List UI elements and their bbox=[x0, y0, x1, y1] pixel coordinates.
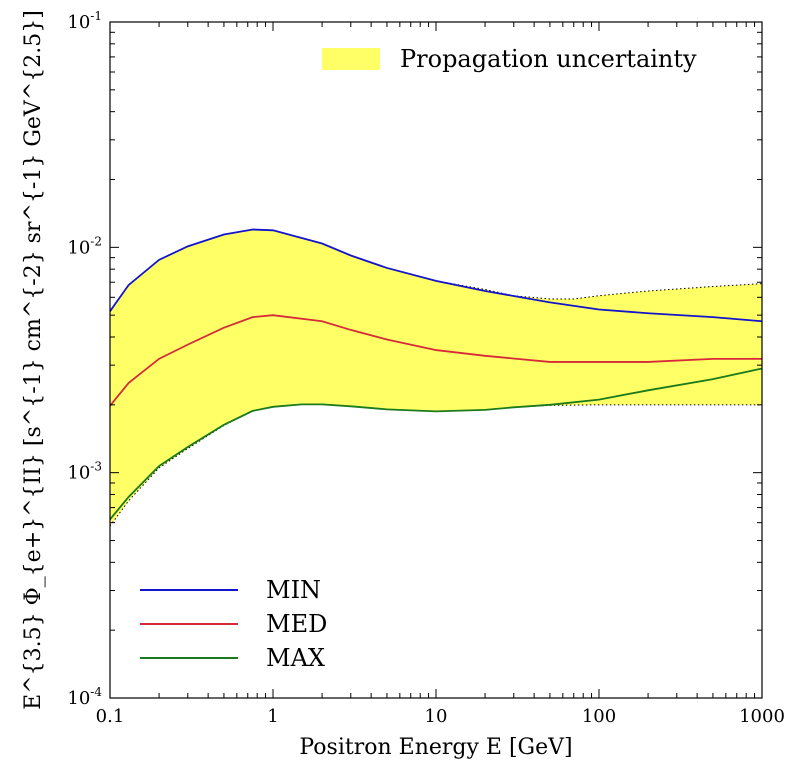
tick-layer: 0.1 1 10 100 1000 10-4 10-3 10-2 10-1 bbox=[67, 9, 785, 727]
legend-label-med: MED bbox=[266, 610, 327, 638]
uncertainty-band-fill bbox=[110, 229, 762, 526]
uncertainty-band-layer bbox=[109, 228, 763, 527]
series-line-max bbox=[109, 367, 763, 521]
y-tick-label: 10-3 bbox=[67, 460, 102, 484]
legend-label-min: MIN bbox=[266, 576, 321, 604]
x-tick-label: 1 bbox=[267, 706, 278, 727]
band-legend: Propagation uncertainty bbox=[322, 45, 697, 73]
x-tick-label: 100 bbox=[582, 706, 616, 727]
y-tick-label: 10-1 bbox=[67, 9, 102, 33]
series-legend: MIN MED MAX bbox=[140, 576, 327, 672]
series-line-med bbox=[109, 314, 762, 407]
x-tick-label: 1000 bbox=[739, 706, 785, 727]
y-tick-label: 10-2 bbox=[67, 234, 102, 258]
band-legend-swatch bbox=[322, 48, 380, 70]
x-tick-label: 10 bbox=[425, 706, 448, 727]
series-layer bbox=[109, 228, 763, 521]
x-tick-label: 0.1 bbox=[96, 706, 125, 727]
x-axis-label: Positron Energy E [GeV] bbox=[299, 735, 572, 760]
band-legend-label: Propagation uncertainty bbox=[400, 45, 697, 73]
y-axis-label: E^{3.5} Φ_{e+}^{II} [s^{-1} cm^{-2} sr^{… bbox=[21, 10, 46, 710]
y-tick-label: 10-4 bbox=[67, 685, 102, 709]
legend-label-max: MAX bbox=[266, 644, 325, 672]
series-line-min bbox=[109, 228, 763, 323]
